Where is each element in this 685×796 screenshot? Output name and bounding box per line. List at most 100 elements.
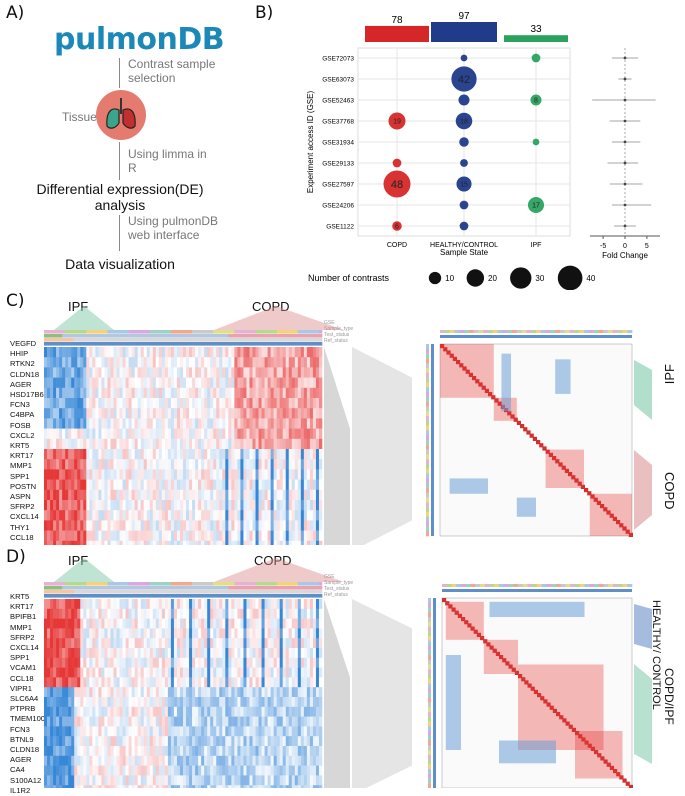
heat-cell: [270, 510, 274, 521]
heat-cell: [183, 510, 187, 521]
annotation-cell: [95, 594, 99, 598]
heat-cell: [77, 755, 81, 766]
annotation-cell: [167, 330, 172, 334]
annotation-cell: [192, 338, 196, 342]
heat-cell: [158, 648, 163, 659]
annotation-cell: [80, 338, 84, 342]
heat-cell: [170, 489, 175, 501]
heat-cell: [285, 438, 290, 450]
heat-cell: [92, 657, 96, 668]
heat-cell: [86, 520, 90, 531]
heat-cell: [92, 500, 96, 511]
heat-cell: [113, 726, 117, 737]
heat-cell: [303, 428, 308, 440]
heat-cell: [86, 599, 90, 610]
diag-cell: [464, 620, 469, 625]
heat-cell: [53, 599, 57, 610]
heat-cell: [98, 706, 102, 717]
heat-cell: [137, 608, 141, 619]
heat-cell: [183, 628, 187, 639]
heat-cell: [152, 428, 157, 440]
heat-cell: [279, 628, 284, 639]
heat-cell: [291, 510, 296, 521]
heat-cell: [176, 520, 181, 531]
heat-cell: [231, 418, 235, 429]
heat-cell: [198, 530, 202, 542]
annotation-cell: [140, 594, 145, 598]
heat-cell: [62, 716, 66, 727]
annotation-cell: [550, 330, 556, 333]
annotation-cell: [222, 338, 226, 342]
annotation-cell: [426, 492, 429, 498]
annotation-cell: [258, 338, 262, 342]
heat-cell: [89, 736, 93, 747]
annotation-cell: [428, 655, 431, 661]
heat-cell: [149, 459, 154, 470]
heat-cell: [176, 377, 181, 389]
heat-cell: [140, 667, 145, 678]
annotation-cell: [431, 344, 434, 536]
heat-cell: [56, 618, 60, 629]
heat-cell: [140, 706, 145, 717]
heat-cell: [312, 716, 317, 727]
heat-cell: [146, 618, 151, 629]
heat-cell: [297, 755, 302, 766]
heat-cell: [216, 697, 220, 708]
heat-cell: [240, 608, 244, 619]
lung-icon: [96, 90, 146, 140]
heat-cell: [285, 428, 290, 440]
anno-sample-type: Sample_type: [324, 580, 354, 586]
annotation-cell: [89, 342, 93, 346]
heat-cell: [128, 408, 132, 419]
annotation-cell: [270, 586, 274, 590]
heat-cell: [74, 510, 78, 521]
heat-cell: [276, 408, 280, 419]
heat-cell: [50, 628, 54, 639]
heat-cell: [210, 618, 214, 629]
heat-cell: [68, 398, 72, 409]
heat-cell: [228, 746, 232, 757]
heat-cell: [125, 628, 129, 639]
heat-cell: [119, 418, 123, 429]
heat-cell: [318, 367, 323, 378]
heat-cell: [186, 726, 190, 737]
neg-corr-block: [516, 497, 536, 517]
annotation-cell: [104, 330, 108, 334]
heat-cell: [243, 357, 247, 368]
heat-cell: [207, 489, 211, 501]
annotation-cell: [261, 590, 265, 594]
annotation-cell: [276, 586, 280, 590]
heat-cell: [249, 746, 253, 757]
heat-cell: [279, 520, 284, 531]
heat-cell: [68, 357, 72, 368]
annotation-cell: [240, 338, 244, 342]
heat-cell: [282, 530, 287, 542]
annotation-cell: [74, 334, 78, 338]
heat-cell: [149, 540, 154, 545]
heat-cell: [155, 726, 160, 737]
annotation-cell: [282, 330, 287, 334]
heat-cell: [297, 489, 302, 501]
heat-cell: [192, 687, 196, 698]
heat-cell: [225, 648, 229, 659]
heat-cell: [282, 479, 287, 491]
heat-cell: [210, 428, 214, 440]
heat-cell: [173, 657, 178, 668]
heat-cell: [210, 726, 214, 737]
heat-cell: [56, 510, 60, 521]
annotation-cell: [161, 582, 166, 586]
heat-cell: [198, 657, 202, 668]
annotation-cell: [499, 584, 505, 587]
heat-cell: [189, 667, 193, 678]
heat-cell: [50, 357, 54, 368]
annotation-cell: [306, 582, 311, 586]
heat-cell: [210, 677, 214, 688]
heat-cell: [92, 618, 96, 629]
heat-cell: [315, 459, 320, 470]
heat-cell: [222, 638, 226, 649]
heat-cell: [119, 599, 123, 610]
heat-cell: [104, 489, 108, 501]
heat-cell: [258, 449, 262, 460]
heat-cell: [276, 530, 280, 542]
heat-cell: [170, 706, 175, 717]
